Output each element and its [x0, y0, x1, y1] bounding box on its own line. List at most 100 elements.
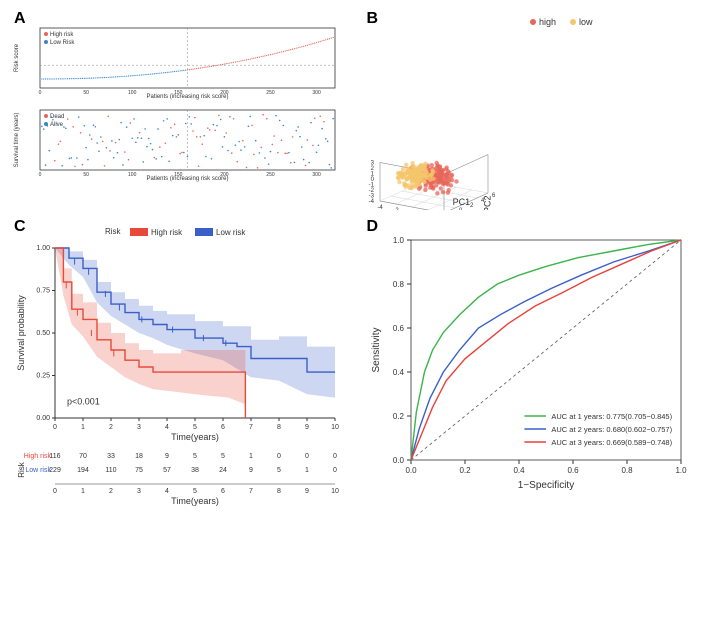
svg-text:9: 9 [165, 453, 169, 460]
svg-text:3: 3 [370, 161, 374, 167]
svg-text:0.50: 0.50 [36, 330, 50, 337]
svg-text:0: 0 [333, 453, 337, 460]
svg-text:5: 5 [193, 453, 197, 460]
svg-text:4: 4 [165, 424, 169, 431]
svg-text:2: 2 [109, 488, 113, 495]
svg-text:PC3: PC3 [363, 181, 364, 199]
panel-c-svg: RiskHigh riskLow risk0123456789100.000.2… [10, 218, 350, 508]
svg-text:0.25: 0.25 [36, 373, 50, 380]
svg-text:0: 0 [333, 467, 337, 474]
svg-text:Risk score: Risk score [14, 43, 20, 72]
svg-text:0: 0 [39, 172, 42, 178]
svg-text:0: 0 [53, 488, 57, 495]
svg-text:-2: -2 [368, 188, 374, 194]
panel-c: C RiskHigh riskLow risk0123456789100.000… [10, 218, 355, 508]
svg-text:24: 24 [219, 467, 227, 474]
svg-text:6: 6 [221, 424, 225, 431]
svg-text:Dead: Dead [50, 114, 64, 120]
svg-text:0.75: 0.75 [36, 288, 50, 295]
svg-text:High risk: High risk [24, 453, 52, 460]
svg-text:116: 116 [49, 453, 60, 460]
svg-text:4: 4 [165, 488, 169, 495]
svg-text:PC2: PC2 [482, 195, 492, 210]
svg-text:8: 8 [277, 488, 281, 495]
svg-text:0.0: 0.0 [405, 466, 417, 475]
svg-text:Low risk: Low risk [216, 228, 246, 237]
svg-text:1−Specificity: 1−Specificity [517, 480, 573, 491]
svg-text:Low risk: Low risk [25, 467, 51, 474]
svg-text:250: 250 [266, 172, 275, 178]
panel-d-svg: 0.00.00.20.20.40.40.60.60.80.81.01.01−Sp… [363, 218, 703, 508]
svg-text:3: 3 [137, 424, 141, 431]
svg-text:0.4: 0.4 [513, 466, 525, 475]
svg-text:38: 38 [191, 467, 199, 474]
svg-text:5: 5 [221, 453, 225, 460]
panel-c-label: C [14, 218, 26, 236]
svg-text:10: 10 [331, 424, 339, 431]
svg-text:Patients (increasing risk scor: Patients (increasing risk score) [146, 94, 228, 100]
svg-text:75: 75 [135, 467, 143, 474]
svg-text:Time(years): Time(years) [171, 496, 219, 506]
svg-text:2: 2 [109, 424, 113, 431]
svg-text:0.8: 0.8 [392, 280, 404, 289]
svg-text:-1: -1 [368, 183, 374, 189]
svg-text:250: 250 [266, 90, 275, 96]
svg-text:-4: -4 [377, 205, 383, 210]
svg-text:200: 200 [220, 90, 229, 96]
svg-text:0.4: 0.4 [392, 368, 404, 377]
svg-text:0: 0 [277, 453, 281, 460]
svg-text:1.0: 1.0 [675, 466, 687, 475]
svg-text:2: 2 [370, 166, 374, 172]
svg-text:2: 2 [470, 203, 474, 209]
panel-a: A Risk score Patients (increasing risk sc… [10, 10, 355, 210]
svg-text:Risk: Risk [105, 227, 122, 236]
svg-text:AUC at 1 years: 0.775(0.705−0: AUC at 1 years: 0.775(0.705−0.845) [551, 412, 672, 421]
svg-text:7: 7 [249, 424, 253, 431]
panel-b: B highlow-4-2024-4-3-2-10123-20246PC1PC3… [363, 10, 708, 210]
svg-text:Low Risk: Low Risk [50, 40, 75, 46]
svg-text:200: 200 [220, 172, 229, 178]
svg-text:-2: -2 [393, 208, 399, 210]
svg-text:9: 9 [305, 424, 309, 431]
svg-text:33: 33 [107, 453, 115, 460]
svg-text:300: 300 [312, 172, 321, 178]
panel-a-label: A [14, 10, 26, 28]
svg-text:150: 150 [174, 90, 183, 96]
svg-text:0.2: 0.2 [392, 412, 404, 421]
svg-text:-4: -4 [368, 199, 374, 205]
svg-text:110: 110 [105, 467, 116, 474]
svg-text:5: 5 [193, 424, 197, 431]
svg-text:0.0: 0.0 [392, 456, 404, 465]
svg-text:70: 70 [79, 453, 87, 460]
svg-text:100: 100 [128, 90, 137, 96]
svg-text:-3: -3 [368, 194, 374, 200]
svg-text:8: 8 [277, 424, 281, 431]
svg-text:9: 9 [249, 467, 253, 474]
svg-text:150: 150 [174, 172, 183, 178]
svg-text:Sensitivity: Sensitivity [371, 327, 382, 372]
svg-text:1: 1 [249, 453, 253, 460]
svg-text:229: 229 [49, 467, 61, 474]
panel-d: D 0.00.00.20.20.40.40.60.60.80.81.01.01−… [363, 218, 708, 508]
svg-text:AUC at 3 years: 0.669(0.589−0: AUC at 3 years: 0.669(0.589−0.748) [551, 438, 672, 447]
svg-text:100: 100 [128, 172, 137, 178]
svg-text:18: 18 [135, 453, 143, 460]
svg-text:6: 6 [221, 488, 225, 495]
svg-text:300: 300 [312, 90, 321, 96]
svg-text:1.00: 1.00 [36, 245, 50, 252]
svg-text:6: 6 [492, 193, 496, 199]
svg-text:0.6: 0.6 [567, 466, 579, 475]
panel-b-label: B [367, 10, 379, 28]
svg-text:1: 1 [81, 424, 85, 431]
svg-text:0: 0 [305, 453, 309, 460]
svg-text:PC1: PC1 [452, 197, 470, 207]
svg-text:Time(years): Time(years) [171, 432, 219, 442]
svg-text:0: 0 [459, 208, 463, 210]
svg-text:9: 9 [305, 488, 309, 495]
panel-a-svg: Risk score Patients (increasing risk scor… [10, 10, 350, 210]
svg-text:0: 0 [370, 177, 374, 183]
svg-text:0.2: 0.2 [459, 466, 471, 475]
figure-grid: A Risk score Patients (increasing risk sc… [10, 10, 707, 508]
svg-text:High risk: High risk [151, 228, 183, 237]
svg-text:5: 5 [193, 488, 197, 495]
